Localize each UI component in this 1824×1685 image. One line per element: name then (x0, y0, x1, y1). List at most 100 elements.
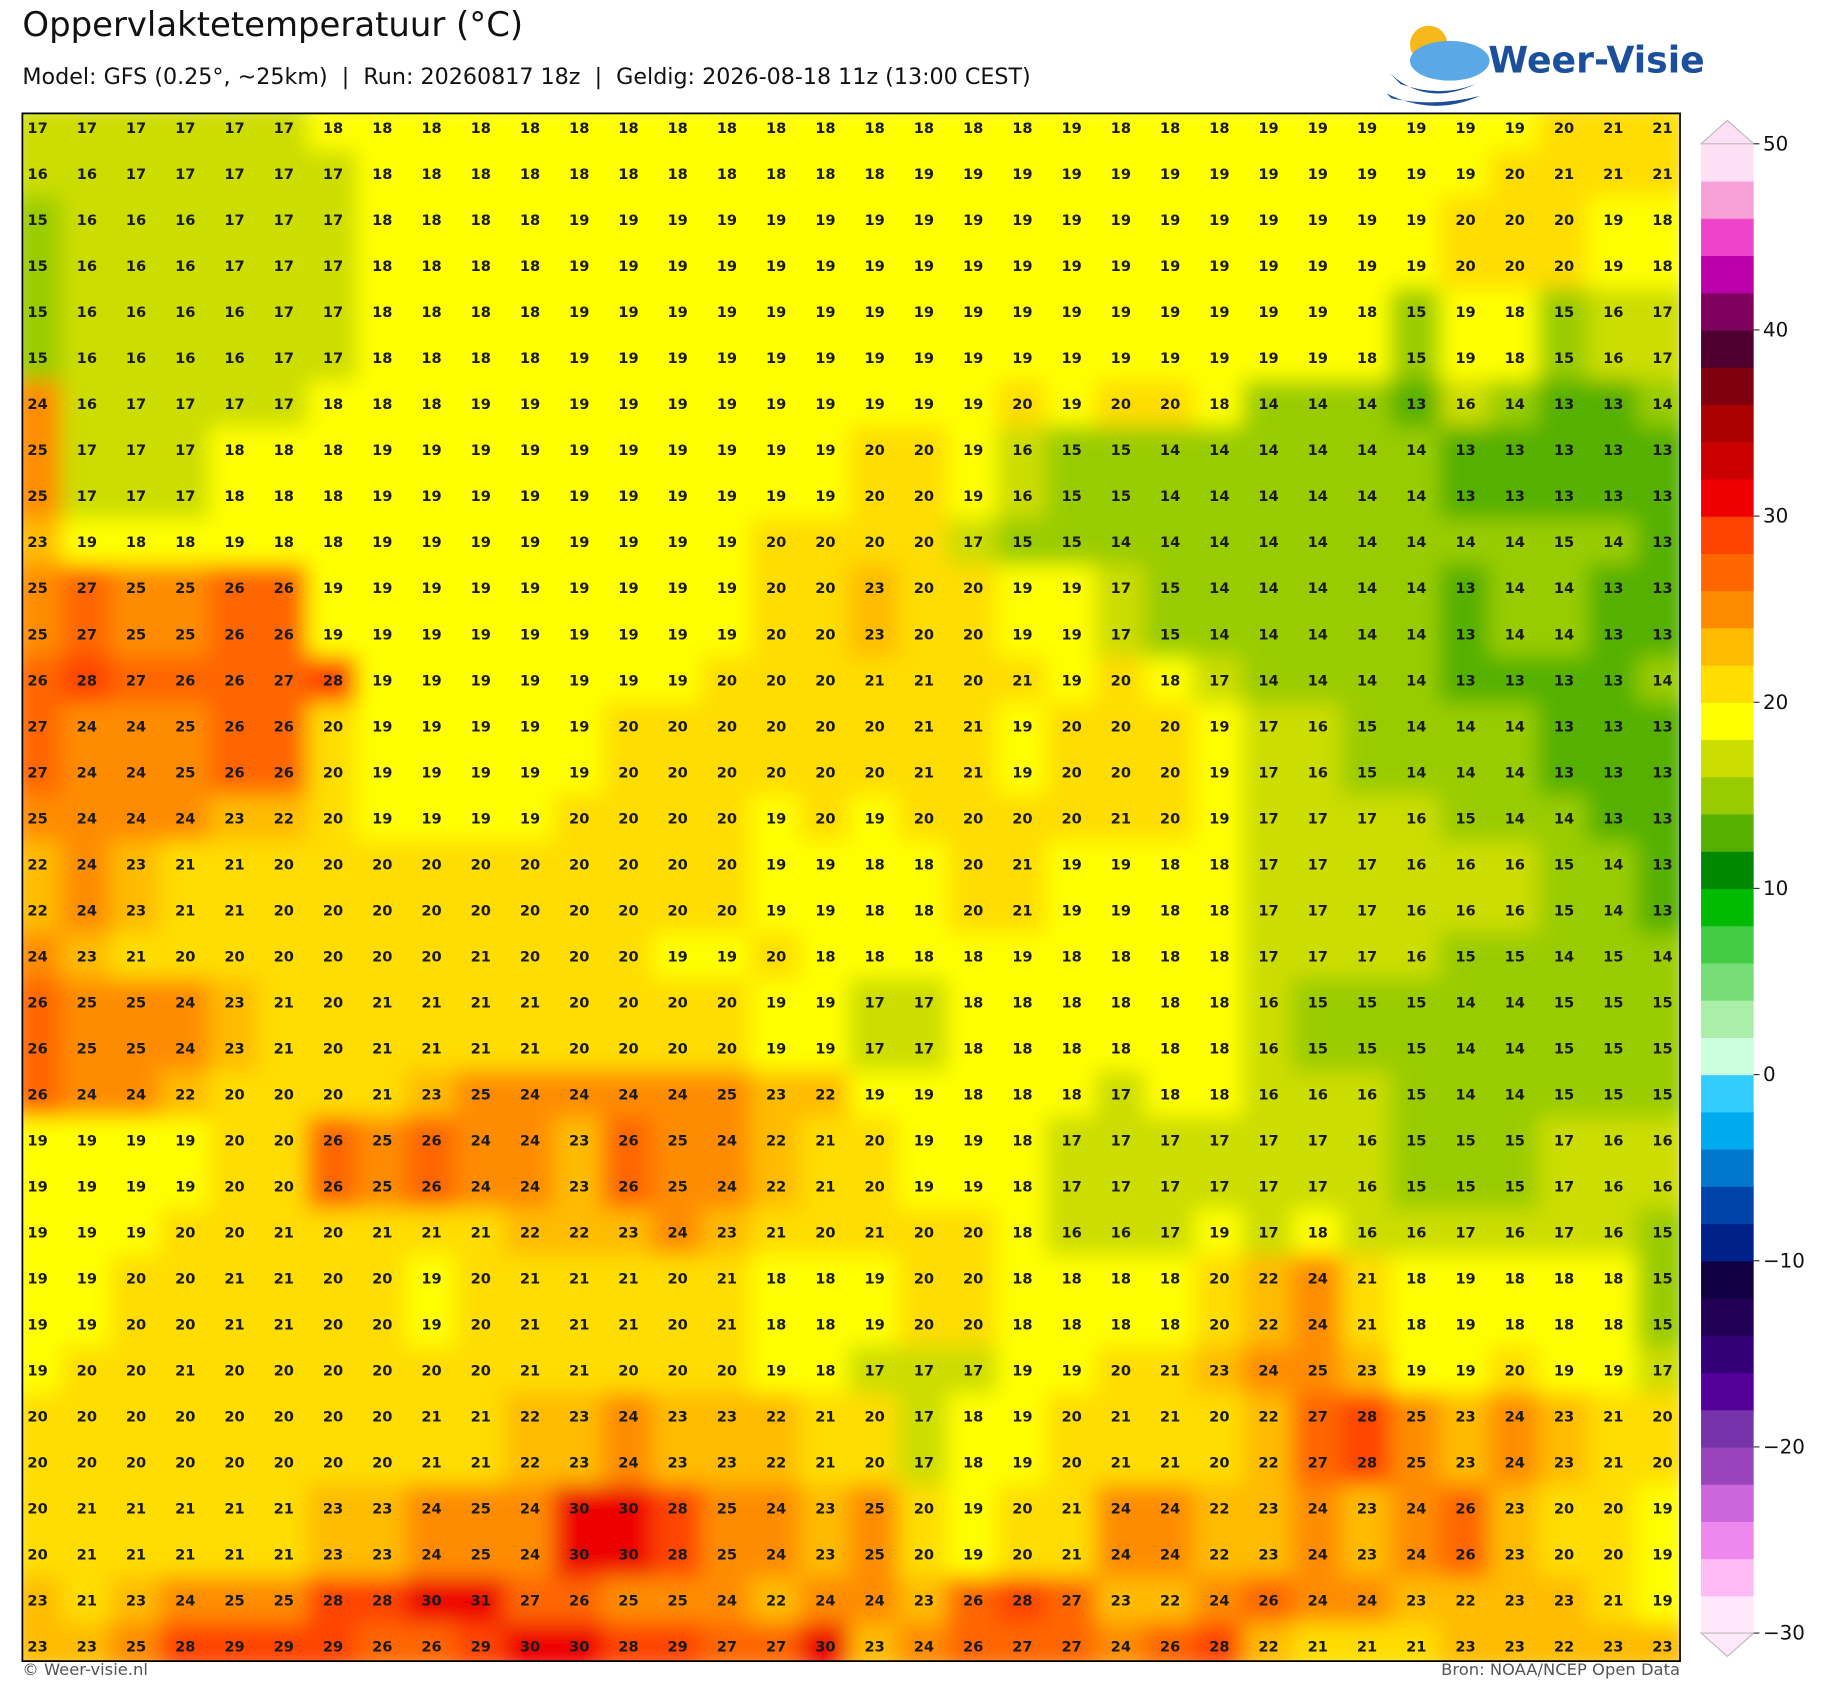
temperature-cell (1636, 334, 1681, 383)
temperature-label: 15 (1357, 1040, 1377, 1057)
temperature-label: 21 (1111, 1455, 1131, 1472)
temperature-label: 15 (1455, 810, 1475, 827)
temperature-label: 19 (1209, 212, 1229, 229)
temperature-label: 21 (175, 1547, 195, 1564)
temperature-cell (405, 196, 458, 245)
temperature-cell (356, 196, 409, 245)
temperature-label: 21 (914, 672, 934, 689)
temperature-label: 18 (1160, 1316, 1180, 1333)
temperature-label: 18 (1209, 396, 1229, 413)
temperature-cell (898, 748, 950, 797)
temperature-label: 18 (1012, 120, 1032, 137)
temperature-label: 15 (1652, 1316, 1672, 1333)
temperature-cell (1636, 242, 1681, 291)
temperature-label: 18 (1111, 1040, 1131, 1057)
temperature-label: 13 (1603, 580, 1623, 597)
temperature-label: 19 (175, 1178, 195, 1195)
temperature-label: 19 (471, 626, 491, 643)
temperature-cell (1095, 518, 1147, 567)
temperature-label: 18 (914, 948, 934, 965)
temperature-label: 30 (520, 1639, 540, 1656)
temperature-cell (110, 334, 162, 383)
temperature-cell (848, 518, 901, 567)
temperature-label: 14 (1357, 534, 1377, 551)
temperature-label: 19 (864, 810, 884, 827)
temperature-cell (110, 472, 162, 521)
temperature-cell (750, 196, 802, 245)
temperature-label: 26 (618, 1132, 638, 1149)
temperature-label: 19 (864, 1316, 884, 1333)
temperature-label: 19 (815, 304, 835, 321)
temperature-label: 28 (668, 1547, 688, 1564)
temperature-label: 19 (1455, 1270, 1475, 1287)
temperature-label: 27 (77, 580, 97, 597)
temperature-cell (356, 748, 409, 797)
temperature-cell (110, 426, 162, 475)
temperature-label: 24 (1308, 1501, 1328, 1518)
temperature-label: 22 (1160, 1593, 1180, 1610)
temperature-cell (1341, 794, 1393, 843)
temperature-label: 18 (963, 1040, 983, 1057)
temperature-cell (1242, 840, 1295, 890)
temperature-label: 14 (1357, 672, 1377, 689)
temperature-label: 20 (1061, 718, 1081, 735)
temperature-cell (208, 242, 261, 291)
temperature-cell (848, 196, 901, 245)
temperature-cell (1045, 196, 1098, 245)
temperature-label: 16 (224, 304, 244, 321)
temperature-cell (454, 610, 507, 659)
colorbar-tick-label: 50 (1763, 132, 1788, 155)
temperature-label: 19 (766, 994, 786, 1011)
temperature-cell (898, 702, 950, 751)
temperature-label: 21 (1357, 1270, 1377, 1287)
temperature-cell (258, 380, 310, 429)
temperature-label: 20 (372, 1270, 392, 1287)
temperature-cell (110, 196, 162, 245)
temperature-cell (848, 113, 901, 153)
temperature-label: 19 (1111, 258, 1131, 275)
temperature-cell (1636, 932, 1681, 982)
temperature-cell (1242, 610, 1295, 659)
temperature-label: 14 (1209, 580, 1229, 597)
temperature-label: 21 (864, 672, 884, 689)
temperature-cell (1341, 380, 1393, 429)
temperature-label: 17 (175, 120, 195, 137)
temperature-label: 19 (1308, 212, 1328, 229)
temperature-label: 24 (421, 1547, 441, 1564)
temperature-label: 25 (471, 1547, 491, 1564)
temperature-cell (22, 380, 64, 429)
temperature-label: 19 (914, 396, 934, 413)
colorbar-segment (1701, 739, 1754, 778)
temperature-cell (1488, 794, 1541, 843)
temperature-cell (1636, 656, 1681, 705)
temperature-label: 19 (421, 488, 441, 505)
temperature-label: 20 (224, 1224, 244, 1241)
temperature-label: 18 (717, 120, 737, 137)
temperature-cell (22, 426, 64, 475)
temperature-label: 19 (421, 626, 441, 643)
temperature-cell (61, 886, 113, 936)
temperature-label: 14 (1603, 856, 1623, 873)
temperature-label: 19 (914, 1132, 934, 1149)
temperature-cell (405, 472, 458, 521)
temperature-cell (651, 840, 704, 890)
temperature-label: 14 (1406, 718, 1426, 735)
temperature-cell (61, 426, 113, 475)
temperature-cell (1439, 610, 1492, 659)
temperature-label: 26 (1258, 1593, 1278, 1610)
temperature-label: 24 (1308, 1547, 1328, 1564)
temperature-label: 18 (323, 396, 343, 413)
temperature-label: 19 (77, 1132, 97, 1149)
temperature-label: 16 (1012, 488, 1032, 505)
temperature-cell (1439, 932, 1492, 982)
temperature-cell (1144, 702, 1196, 751)
temperature-label: 13 (1455, 488, 1475, 505)
temperature-cell (1144, 564, 1196, 613)
temperature-cell (1144, 380, 1196, 429)
temperature-cell (651, 748, 704, 797)
temperature-label: 26 (323, 1132, 343, 1149)
temperature-label: 18 (1357, 304, 1377, 321)
temperature-cell (1095, 242, 1147, 291)
temperature-cell (947, 150, 999, 199)
temperature-label: 15 (1406, 1086, 1426, 1103)
